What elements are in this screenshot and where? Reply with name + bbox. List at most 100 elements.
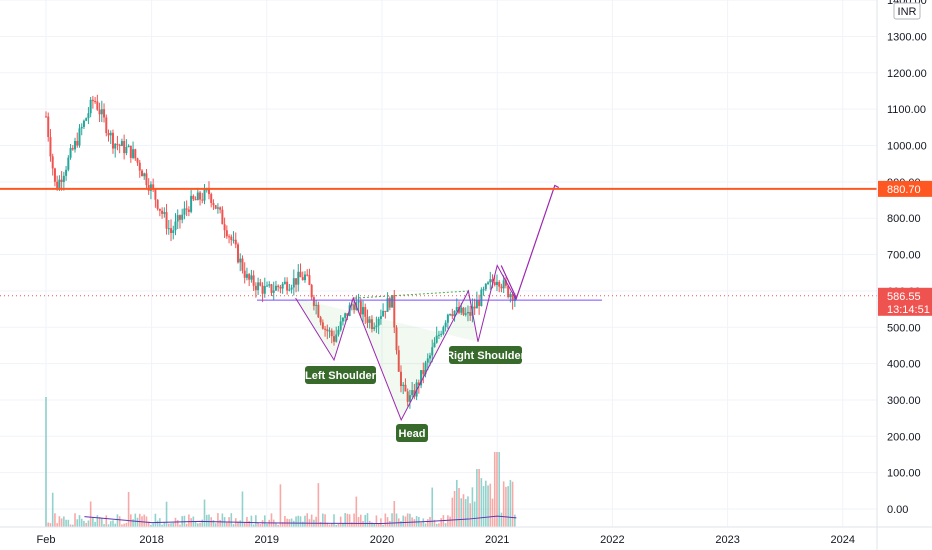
candle-body bbox=[444, 322, 447, 328]
candle-body bbox=[158, 208, 161, 211]
candle-body bbox=[315, 304, 318, 306]
volume-bar bbox=[190, 518, 192, 527]
candle-body bbox=[125, 147, 128, 154]
volume-bar bbox=[409, 513, 411, 527]
candle-body bbox=[292, 278, 295, 288]
price-axis[interactable]: 1400.001300.001200.001100.001000.00900.0… bbox=[887, 0, 927, 516]
candle-body bbox=[196, 192, 199, 201]
time-axis[interactable]: Feb 2018 2019 2020 2021 2022 2023 2024 bbox=[37, 534, 856, 546]
candle-body bbox=[319, 317, 322, 323]
volume-bar bbox=[201, 519, 204, 527]
resistance-price-tag: 880.70 bbox=[878, 180, 932, 197]
volume-bar bbox=[306, 513, 309, 527]
candle-body bbox=[417, 382, 420, 386]
candle-body bbox=[190, 195, 193, 212]
volume-bar bbox=[132, 519, 134, 527]
volume-bar bbox=[426, 519, 429, 527]
volume-bar bbox=[87, 520, 90, 527]
candle-body bbox=[47, 116, 50, 138]
volume-bar bbox=[92, 517, 94, 527]
volume-bar bbox=[330, 523, 333, 527]
volume-bar bbox=[413, 519, 416, 527]
candle-body bbox=[257, 282, 260, 291]
candle-body bbox=[203, 189, 206, 201]
candle-body bbox=[509, 294, 512, 298]
candle-body bbox=[370, 319, 373, 330]
candle-body bbox=[161, 210, 164, 214]
candle-body bbox=[357, 301, 360, 303]
volume-bar bbox=[118, 516, 121, 527]
volume-bar bbox=[74, 513, 76, 527]
volume-bar bbox=[451, 497, 454, 527]
candle-body bbox=[290, 287, 293, 290]
candle-body bbox=[366, 316, 369, 323]
candle-body bbox=[321, 322, 324, 329]
volume-bar bbox=[281, 522, 284, 527]
candle-body bbox=[185, 208, 188, 210]
volume-bar bbox=[197, 523, 199, 527]
volume-bar bbox=[337, 524, 340, 527]
volume-bar bbox=[324, 514, 326, 527]
candle-body bbox=[301, 277, 304, 281]
candle-body bbox=[225, 230, 228, 237]
volume-bar bbox=[346, 513, 349, 527]
volume-bar bbox=[263, 515, 266, 527]
volume-bar bbox=[491, 498, 494, 527]
candle-body bbox=[435, 335, 438, 343]
candle-body bbox=[413, 390, 416, 397]
volume-bar bbox=[188, 514, 190, 527]
candle-body bbox=[259, 282, 262, 286]
volume-bar bbox=[402, 515, 405, 527]
volume-bar bbox=[199, 522, 201, 527]
candle-body bbox=[384, 310, 387, 312]
volume-bar bbox=[154, 513, 157, 527]
candle-body bbox=[489, 279, 492, 283]
volume-bar bbox=[317, 483, 320, 527]
candle-body bbox=[333, 336, 335, 342]
volume-bar bbox=[237, 521, 239, 527]
volume-bar bbox=[310, 514, 313, 527]
price-tick-label: 800.00 bbox=[887, 213, 921, 225]
volume-moving-average-line bbox=[84, 515, 517, 525]
time-tick-label: 2018 bbox=[139, 534, 163, 546]
currency-badge[interactable]: INR bbox=[893, 2, 921, 20]
candle-body bbox=[252, 275, 255, 286]
volume-bar bbox=[101, 518, 103, 527]
candle-body bbox=[299, 271, 302, 278]
candlestick-series[interactable] bbox=[45, 94, 516, 409]
candle-body bbox=[377, 318, 380, 326]
candle-body bbox=[373, 327, 376, 330]
candle-body bbox=[118, 144, 121, 146]
right-shoulder-label: Right Shoulder bbox=[446, 346, 526, 364]
head-and-shoulders-pattern[interactable] bbox=[295, 264, 517, 422]
volume-bar bbox=[58, 516, 61, 527]
volume-bar bbox=[71, 524, 74, 527]
volume-bar bbox=[259, 524, 262, 527]
projection-line[interactable] bbox=[500, 184, 560, 300]
candle-body bbox=[214, 205, 217, 209]
grid-lines bbox=[0, 0, 877, 527]
candle-body bbox=[69, 148, 72, 158]
volume-bar bbox=[351, 522, 353, 527]
volume-bar bbox=[165, 501, 168, 527]
candle-body bbox=[107, 133, 110, 136]
volume-bar bbox=[422, 518, 425, 527]
volume-bar bbox=[444, 523, 447, 527]
volume-bar bbox=[69, 524, 72, 527]
candle-body bbox=[484, 283, 487, 290]
volume-bar bbox=[500, 512, 503, 527]
candle-body bbox=[145, 173, 148, 186]
candle-body bbox=[283, 281, 286, 284]
candle-body bbox=[388, 298, 391, 308]
candle-body bbox=[359, 301, 362, 315]
volume-bar bbox=[109, 521, 112, 527]
volume-bar bbox=[357, 516, 360, 527]
volume-bar bbox=[507, 486, 509, 527]
candle-body bbox=[404, 384, 407, 392]
candle-body bbox=[306, 274, 309, 276]
volume-bar bbox=[226, 522, 228, 527]
volume-bar bbox=[65, 519, 67, 527]
last-price-label: 586.55 bbox=[887, 291, 921, 303]
candle-body bbox=[187, 209, 190, 212]
